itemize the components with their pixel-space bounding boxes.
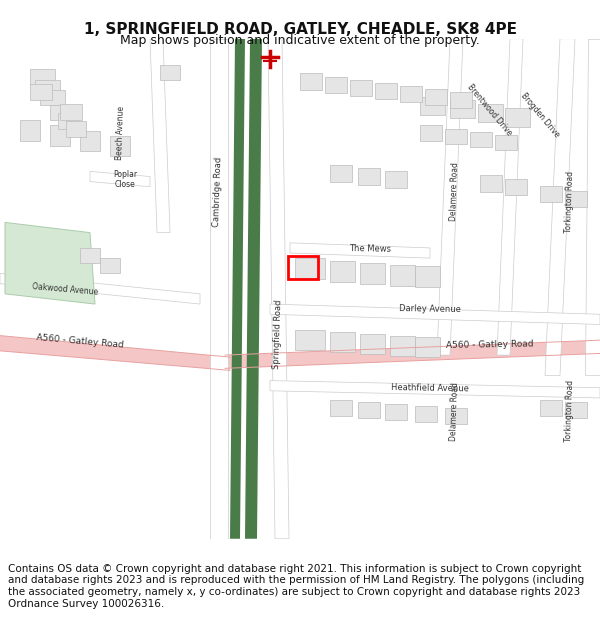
Bar [565, 402, 587, 418]
Text: Brentwood Drive: Brentwood Drive [466, 82, 514, 138]
Bar [470, 132, 492, 147]
Bar [415, 337, 440, 357]
Polygon shape [50, 126, 70, 146]
Bar [480, 176, 502, 192]
Polygon shape [585, 39, 600, 376]
Text: Brogden Drive: Brogden Drive [519, 91, 561, 139]
Bar [160, 65, 180, 79]
Text: Beech Avenue: Beech Avenue [115, 106, 125, 160]
Bar [295, 329, 325, 350]
Bar [30, 69, 55, 84]
Bar [360, 334, 385, 354]
Bar [50, 105, 70, 121]
Bar [450, 100, 475, 118]
Bar [330, 332, 355, 352]
Text: Torkington Road: Torkington Road [565, 171, 575, 233]
Text: Delamere Road: Delamere Road [449, 382, 461, 441]
Bar [375, 82, 397, 99]
Bar [445, 408, 467, 424]
Bar [30, 84, 52, 100]
Text: 1, SPRINGFIELD ROAD, GATLEY, CHEADLE, SK8 4PE: 1, SPRINGFIELD ROAD, GATLEY, CHEADLE, SK… [83, 22, 517, 37]
Bar [505, 108, 530, 126]
Text: Contains OS data © Crown copyright and database right 2021. This information is : Contains OS data © Crown copyright and d… [8, 564, 584, 609]
Polygon shape [225, 340, 600, 368]
Text: Poplar
Close: Poplar Close [113, 170, 137, 189]
Bar [390, 336, 415, 356]
Polygon shape [150, 39, 170, 232]
Polygon shape [290, 243, 430, 258]
Bar [358, 402, 380, 418]
Bar [425, 89, 447, 105]
Bar [288, 256, 318, 279]
Bar [505, 179, 527, 195]
Text: Cambridge Road: Cambridge Road [212, 157, 224, 227]
Bar [100, 258, 120, 274]
Bar [495, 134, 517, 150]
Polygon shape [5, 222, 95, 304]
Polygon shape [90, 171, 150, 187]
Bar [400, 86, 422, 102]
Polygon shape [80, 131, 100, 151]
Text: Map shows position and indicative extent of the property.: Map shows position and indicative extent… [120, 34, 480, 48]
Bar [40, 90, 65, 105]
Polygon shape [0, 334, 230, 371]
Polygon shape [0, 274, 200, 304]
Polygon shape [497, 39, 523, 355]
Bar [325, 76, 347, 93]
Bar [330, 400, 352, 416]
Bar [330, 261, 355, 282]
Polygon shape [230, 39, 245, 539]
Polygon shape [545, 39, 575, 376]
Bar [66, 121, 86, 137]
Text: A560 - Gatley Road: A560 - Gatley Road [446, 339, 534, 350]
Polygon shape [268, 39, 289, 539]
Bar [295, 258, 325, 279]
Bar [385, 171, 407, 187]
Polygon shape [210, 39, 228, 539]
Text: The Mews: The Mews [349, 244, 391, 254]
Bar [360, 263, 385, 284]
Polygon shape [20, 121, 40, 141]
Bar [385, 404, 407, 421]
Text: Darley Avenue: Darley Avenue [399, 304, 461, 314]
Text: Heathfield Avenue: Heathfield Avenue [391, 382, 469, 393]
Bar [478, 104, 503, 122]
Bar [350, 79, 372, 96]
Bar [358, 168, 380, 184]
Bar [540, 400, 562, 416]
Bar [565, 191, 587, 207]
Bar [450, 92, 472, 108]
Bar [415, 406, 437, 422]
Bar [80, 248, 100, 263]
Polygon shape [270, 304, 600, 324]
Bar [420, 97, 445, 115]
Bar [35, 79, 60, 95]
Polygon shape [110, 136, 130, 156]
Text: Delamere Road: Delamere Road [449, 162, 461, 221]
Polygon shape [270, 381, 600, 398]
Bar [415, 266, 440, 287]
Bar [445, 129, 467, 144]
Bar [540, 186, 562, 202]
Text: Oakwood Avenue: Oakwood Avenue [32, 282, 98, 297]
Text: A560 - Gatley Road: A560 - Gatley Road [36, 334, 124, 350]
Bar [300, 74, 322, 90]
Polygon shape [245, 39, 262, 539]
Bar [330, 165, 352, 182]
Polygon shape [437, 39, 463, 355]
Bar [60, 104, 82, 121]
Text: Torkington Road: Torkington Road [565, 380, 575, 442]
Text: Springfield Road: Springfield Road [272, 300, 284, 369]
Bar [420, 126, 442, 141]
Bar [390, 265, 415, 286]
Bar [58, 113, 78, 129]
